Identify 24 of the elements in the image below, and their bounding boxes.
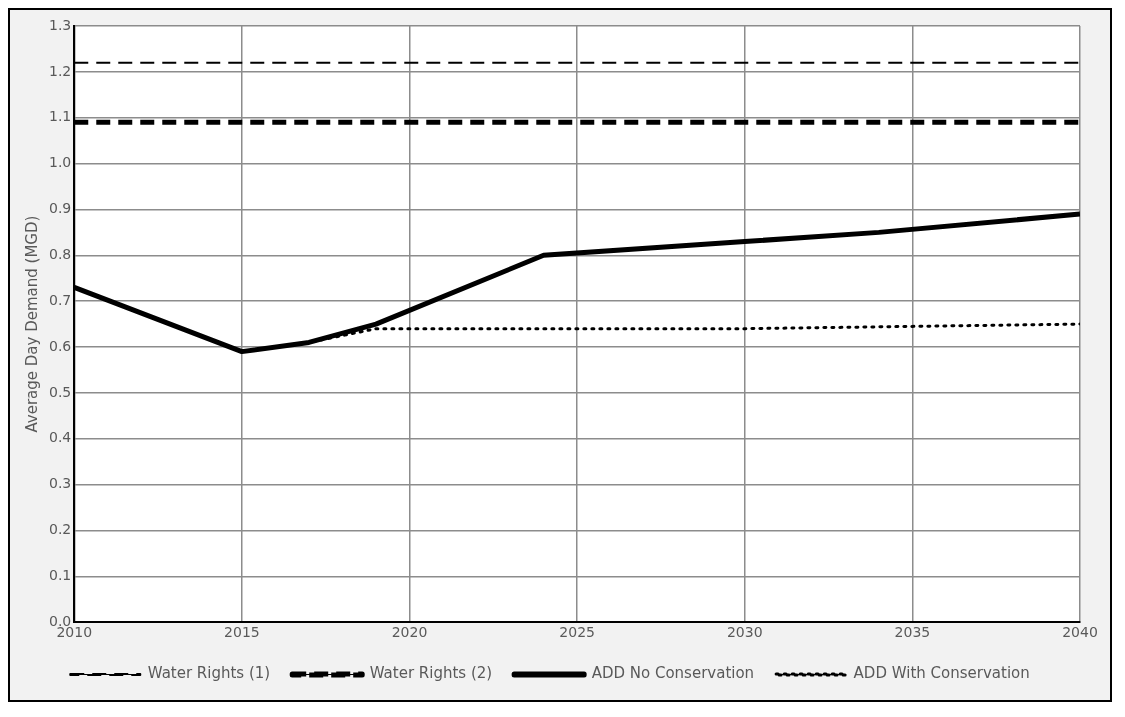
y-tick-label: 1.2	[49, 62, 72, 79]
y-tick-label: 1.0	[49, 154, 72, 171]
x-tick-label: 2025	[559, 624, 595, 641]
y-tick-label: 0.4	[49, 429, 72, 446]
y-axis-title: Average Day Demand (MGD)	[22, 215, 41, 433]
y-tick-label: 1.1	[49, 108, 72, 125]
y-tick-label: 0.5	[49, 383, 72, 400]
x-tick-label: 2040	[1062, 624, 1098, 641]
y-tick-label: 0.7	[49, 291, 72, 308]
x-tick-label: 2015	[224, 624, 260, 641]
y-tick-label: 0.8	[49, 245, 72, 262]
x-tick-label: 2020	[391, 624, 428, 641]
legend-label: Water Rights (1)	[147, 664, 271, 683]
y-tick-label: 1.3	[49, 16, 72, 33]
x-tick-label: 2030	[726, 624, 763, 641]
x-tick-label: 2035	[894, 624, 931, 641]
y-tick-label: 0.1	[49, 566, 72, 583]
legend-label: ADD No Conservation	[591, 664, 755, 683]
y-tick-label: 0.6	[49, 337, 72, 354]
y-tick-label: 0.9	[49, 200, 72, 217]
legend-label: Water Rights (2)	[369, 664, 493, 683]
y-tick-label: 0.3	[49, 475, 72, 492]
y-tick-label: 0.2	[49, 521, 72, 538]
legend-label: ADD With Conservation	[853, 664, 1030, 683]
